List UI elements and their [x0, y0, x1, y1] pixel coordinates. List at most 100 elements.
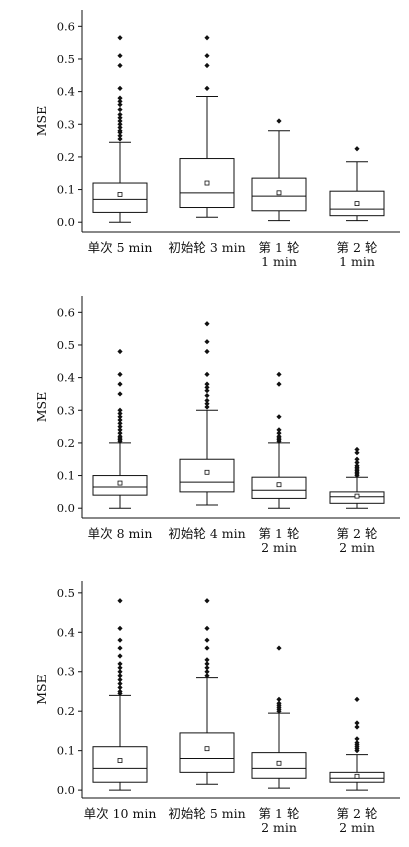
- iqr-box: [92, 746, 148, 783]
- outlier-point: [354, 459, 360, 466]
- chart-panel-1: 0.0 0.1 0.2 0.3 0.4 0.5 0.6 MSE 单次 5 min 初始轮 3 mi…: [34, 10, 400, 269]
- x-tick-label: 第 1 轮: [259, 806, 300, 821]
- y-tick-label: 0.6: [57, 305, 75, 319]
- box-1: [92, 348, 148, 509]
- x-tick-label: 2 min: [339, 540, 375, 555]
- mean-marker: [276, 482, 282, 488]
- outlier-point: [117, 410, 123, 417]
- box-4: [329, 446, 385, 509]
- y-tick-label: 0.3: [57, 117, 75, 131]
- x-tick-label: 单次 5 min: [88, 240, 153, 255]
- outlier-point: [276, 700, 282, 706]
- outlier-point: [117, 118, 123, 124]
- outlier-point: [117, 684, 123, 691]
- outlier-point: [276, 430, 282, 436]
- outlier-point: [276, 381, 282, 387]
- x-tick-label: 第 2 轮: [337, 240, 378, 255]
- outlier-point: [117, 111, 123, 118]
- outlier-point: [276, 371, 282, 377]
- outlier-point: [117, 673, 123, 679]
- outlier-point: [117, 653, 123, 659]
- outlier-point: [204, 401, 210, 407]
- outlier-point: [117, 115, 123, 121]
- outlier-point: [204, 673, 210, 679]
- outlier-point: [117, 106, 123, 113]
- x-tick-label: 2 min: [261, 820, 297, 835]
- outlier-point: [117, 136, 123, 142]
- mean-marker: [117, 758, 123, 763]
- y-tick-label: 0.1: [57, 744, 75, 758]
- outlier-point: [117, 102, 123, 108]
- y-tick-label: 0.4: [57, 371, 75, 385]
- outlier-point: [117, 417, 123, 423]
- mean-marker: [117, 192, 123, 197]
- outlier-point: [204, 661, 210, 667]
- outlier-point: [204, 637, 210, 643]
- outlier-point: [204, 85, 210, 91]
- mean-marker: [354, 493, 360, 499]
- iqr-box: [92, 182, 148, 213]
- outlier-point: [204, 371, 210, 377]
- y-tick-label: 0.5: [57, 586, 75, 600]
- chart-panel-3: 0.0 0.1 0.2 0.3 0.4 0.5 MSE 单次 10 min 初始轮 5 min 第…: [34, 581, 400, 835]
- mean-marker: [276, 190, 282, 196]
- outlier-point: [276, 414, 282, 420]
- y-tick-label: 0.2: [57, 704, 75, 718]
- outlier-point: [204, 598, 210, 604]
- outlier-point: [204, 669, 210, 675]
- x-tick-label: 1 min: [339, 254, 375, 269]
- y-axis-title: MSE: [34, 392, 49, 423]
- outlier-point: [204, 404, 210, 410]
- outlier-point: [204, 339, 210, 345]
- outlier-point: [117, 688, 123, 695]
- box-2: [179, 321, 235, 506]
- outlier-point: [117, 128, 123, 134]
- mean-marker: [204, 180, 210, 186]
- outlier-point: [354, 446, 360, 453]
- mean-marker: [117, 480, 123, 486]
- chart-panel-2: 0.0 0.1 0.2 0.3 0.4 0.5 0.6 MSE 单次 8 min 初始轮 4 mi…: [34, 296, 400, 555]
- outlier-point: [354, 740, 360, 746]
- outlier-point: [117, 637, 123, 643]
- outlier-point: [117, 85, 123, 91]
- box-1: [92, 598, 148, 791]
- outlier-point: [354, 724, 360, 730]
- outlier-point: [117, 53, 123, 59]
- outlier-point: [117, 427, 123, 433]
- outlier-point: [117, 124, 123, 131]
- outlier-point: [354, 146, 360, 152]
- y-tick-label: 0.0: [57, 215, 75, 229]
- x-tick-label: 初始轮 5 min: [168, 806, 245, 821]
- outlier-point: [117, 420, 123, 426]
- outlier-point: [117, 598, 123, 604]
- outlier-point: [204, 388, 210, 394]
- y-axis-title: MSE: [34, 674, 49, 705]
- iqr-box: [179, 732, 235, 773]
- outlier-point: [117, 62, 123, 69]
- x-tick-label: 单次 8 min: [88, 526, 153, 541]
- y-tick-label: 0.4: [57, 85, 75, 99]
- outlier-point: [117, 98, 123, 105]
- box-3: [251, 118, 307, 222]
- outlier-point: [204, 321, 210, 327]
- outlier-point: [117, 35, 123, 41]
- outlier-point: [204, 657, 210, 663]
- box-1: [92, 35, 148, 223]
- y-tick-label: 0.0: [57, 501, 75, 515]
- outlier-point: [276, 427, 282, 433]
- outlier-point: [204, 392, 210, 399]
- outlier-point: [354, 720, 360, 726]
- outlier-point: [117, 407, 123, 413]
- outlier-point: [117, 665, 123, 671]
- outlier-point: [276, 433, 282, 439]
- x-tick-label: 2 min: [339, 820, 375, 835]
- outlier-point: [117, 433, 123, 439]
- outlier-point: [117, 414, 123, 420]
- outlier-point: [276, 118, 282, 124]
- iqr-box: [179, 458, 235, 493]
- box-3: [251, 371, 307, 509]
- mean-marker: [204, 746, 210, 752]
- y-tick-label: 0.2: [57, 436, 75, 450]
- y-axis-title: MSE: [34, 106, 49, 137]
